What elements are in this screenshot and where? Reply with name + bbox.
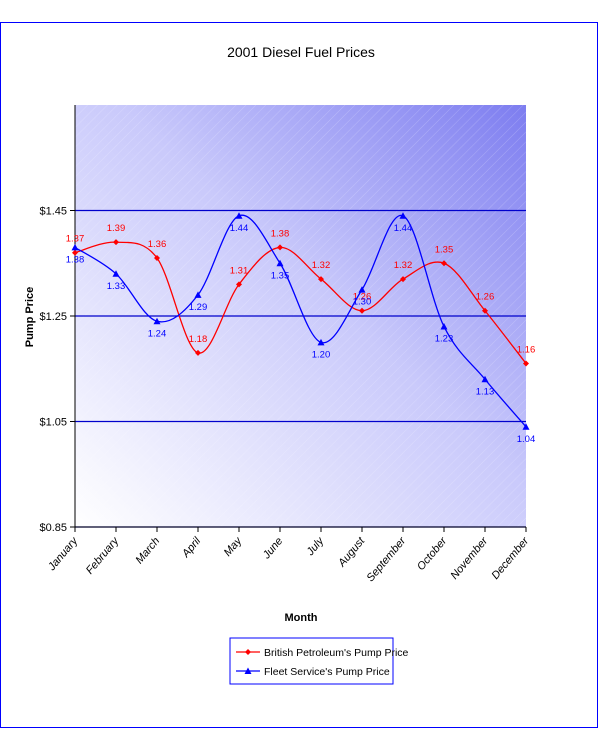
y-tick-label: $1.25: [39, 311, 67, 323]
legend-label: Fleet Service's Pump Price: [264, 666, 390, 678]
data-label: 1.04: [517, 434, 536, 445]
y-tick-label: $0.85: [39, 522, 67, 534]
data-point: [112, 270, 120, 277]
data-label: 1.36: [148, 239, 167, 250]
x-tick-label: March: [133, 535, 162, 566]
data-point: [481, 375, 489, 383]
data-point: [318, 276, 324, 283]
data-point: [276, 259, 284, 267]
chart-frame: 2001 Diesel Fuel Prices $0.85 $1.05 $1.25 $…: [0, 22, 598, 728]
data-point: [154, 254, 160, 261]
data-point: [277, 244, 283, 251]
x-tick-label: April: [179, 535, 203, 561]
x-tick-label: October: [415, 534, 450, 573]
data-point: [522, 423, 530, 430]
data-label: 1.20: [312, 349, 331, 360]
data-label: 1.30: [353, 297, 372, 308]
data-point: [441, 260, 447, 267]
data-label: 1.37: [66, 234, 85, 245]
y-tick-label: $1.45: [39, 206, 67, 218]
legend-box: [229, 637, 394, 685]
x-tick-label: September: [365, 534, 410, 584]
data-point: [194, 291, 202, 298]
data-point: [317, 338, 325, 346]
x-tick-label: August: [335, 534, 367, 569]
y-axis-label: Pump Price: [24, 287, 36, 348]
data-label: 1.26: [353, 292, 372, 303]
data-label: 1.26: [476, 292, 495, 303]
data-point: [440, 323, 448, 330]
legend: British Petroleum's Pump Price Fleet Serv…: [229, 637, 409, 685]
data-point: [71, 243, 79, 251]
data-point: [399, 212, 407, 219]
data-label: 1.24: [148, 328, 167, 339]
data-label: 1.35: [435, 244, 454, 255]
data-label: 1.32: [312, 260, 331, 271]
legend-label: British Petroleum's Pump Price: [264, 647, 409, 659]
data-label: 1.18: [189, 334, 208, 345]
data-point: [523, 360, 529, 367]
x-tick-label: December: [489, 534, 532, 582]
data-label: 1.33: [107, 281, 126, 292]
data-point: [359, 307, 365, 314]
data-label: 1.44: [230, 223, 249, 234]
data-point: [153, 317, 161, 325]
data-label: 1.39: [107, 223, 126, 234]
legend-marker: [244, 667, 252, 674]
x-axis-label: Month: [285, 612, 318, 624]
data-point: [358, 286, 366, 293]
x-tick-label: November: [448, 534, 491, 582]
data-label: 1.38: [271, 228, 290, 239]
y-tick-label: $1.05: [39, 417, 67, 429]
data-point: [400, 276, 406, 283]
data-point: [195, 349, 201, 356]
x-tick-label: May: [222, 534, 246, 559]
data-label: 1.29: [189, 302, 208, 313]
data-point: [235, 212, 243, 219]
x-tick-label: January: [45, 534, 81, 574]
x-tick-label: June: [260, 535, 285, 562]
x-tick-label: July: [304, 534, 327, 559]
data-label: 1.38: [66, 254, 85, 265]
x-tick-label: February: [84, 534, 122, 577]
data-label: 1.16: [517, 344, 536, 355]
legend-marker: [245, 649, 251, 655]
data-point: [482, 307, 488, 314]
data-label: 1.31: [230, 265, 249, 276]
data-label: 1.23: [435, 334, 454, 345]
chart-svg: 2001 Diesel Fuel Prices $0.85 $1.05 $1.25 $…: [24, 44, 536, 685]
data-label: 1.44: [394, 223, 413, 234]
chart-title: 2001 Diesel Fuel Prices: [227, 44, 375, 60]
data-point: [113, 239, 119, 246]
data-label: 1.13: [476, 386, 495, 397]
data-label: 1.32: [394, 260, 413, 271]
data-point: [236, 281, 242, 288]
data-label: 1.35: [271, 270, 290, 281]
data-point: [72, 249, 78, 256]
